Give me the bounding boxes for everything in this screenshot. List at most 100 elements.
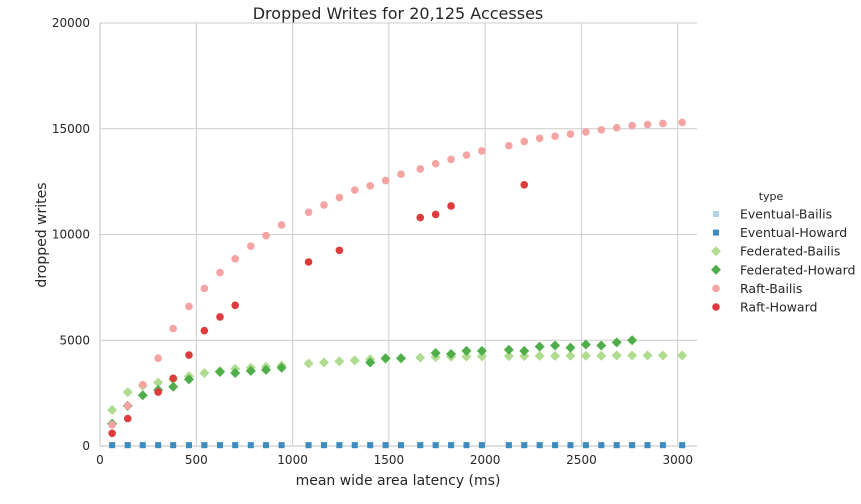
x-tick-labels: 0 500 1000 1500 2000 2500 3000 (96, 453, 693, 467)
y-tick-label: 15000 (52, 122, 90, 136)
data-point (566, 130, 575, 138)
data-point (335, 246, 344, 255)
data-point (231, 301, 239, 310)
data-point (643, 120, 652, 129)
data-point (461, 351, 472, 362)
data-point (503, 351, 514, 362)
data-point (552, 442, 559, 449)
data-point (580, 350, 591, 361)
data-point (320, 201, 328, 209)
data-point (199, 368, 210, 379)
legend-label-raft-howard: Raft-Howard (740, 300, 817, 315)
data-point (611, 350, 622, 361)
data-point (505, 442, 512, 449)
data-point (447, 202, 455, 210)
legend-label-federated-howard: Federated-Howard (740, 262, 855, 277)
data-point (382, 442, 389, 449)
data-point (596, 340, 607, 351)
legend-marker-raft-bailis (712, 284, 720, 293)
data-point (169, 374, 177, 383)
data-point (124, 442, 131, 449)
data-point (154, 388, 162, 396)
data-point (550, 340, 561, 351)
data-point (246, 242, 255, 250)
grid-lines (99, 22, 697, 447)
data-point (446, 348, 457, 359)
data-point (611, 337, 622, 348)
legend-marker-federated-howard (711, 264, 721, 275)
y-tick-labels: 0 5000 10000 15000 20000 (52, 16, 90, 453)
data-point (336, 442, 343, 449)
data-point (200, 284, 209, 293)
x-tick-label: 1000 (277, 453, 308, 467)
data-point (263, 442, 270, 449)
series-eventual-howard (109, 442, 686, 449)
legend-label-eventual-bailis: Eventual-Bailis (740, 207, 832, 222)
data-point (659, 442, 666, 449)
data-point (535, 134, 544, 143)
x-tick-label: 2000 (470, 453, 501, 467)
data-point (380, 353, 391, 364)
data-point (580, 339, 591, 350)
data-point (277, 221, 286, 229)
data-point (431, 159, 440, 168)
data-point (503, 344, 514, 355)
data-point (350, 186, 359, 194)
data-point (398, 442, 405, 449)
data-point (657, 350, 668, 361)
data-point (109, 442, 116, 449)
data-point (230, 368, 241, 379)
data-point (231, 255, 239, 263)
data-point (629, 442, 636, 449)
legend-marker-raft-howard (712, 303, 720, 311)
data-point (642, 350, 653, 361)
data-point (216, 313, 224, 321)
data-point (462, 151, 471, 159)
data-point (430, 347, 441, 358)
data-points (107, 118, 688, 449)
legend-marker-eventual-bailis (713, 211, 719, 217)
data-point (550, 350, 561, 361)
data-point (659, 119, 667, 128)
y-tick-label: 10000 (52, 228, 90, 242)
data-point (367, 442, 374, 449)
data-point (185, 442, 192, 449)
data-point (216, 268, 224, 277)
data-point (123, 402, 132, 410)
data-point (628, 121, 636, 130)
y-tick-label: 0 (82, 439, 90, 453)
legend-label-raft-bailis: Raft-Bailis (740, 281, 802, 296)
data-point (432, 442, 439, 449)
x-tick-label: 2500 (566, 453, 597, 467)
x-tick-label: 1500 (374, 453, 405, 467)
data-point (247, 442, 254, 449)
data-point (520, 180, 529, 189)
data-point (138, 380, 147, 389)
data-point (304, 208, 313, 217)
data-point (261, 364, 272, 375)
data-point (476, 345, 487, 356)
x-tick-label: 0 (96, 453, 104, 467)
data-point (108, 429, 116, 438)
data-point (534, 341, 545, 352)
series-federated-bailis (107, 350, 688, 416)
data-point (200, 326, 209, 335)
data-point (278, 442, 285, 449)
data-point (168, 381, 179, 392)
data-point (276, 362, 287, 373)
legend-title: type (759, 190, 784, 203)
data-point (597, 126, 606, 134)
data-point (519, 351, 530, 362)
y-tick-label: 5000 (59, 333, 90, 347)
data-point (154, 354, 162, 363)
data-point (201, 442, 208, 449)
series-raft-bailis (108, 118, 686, 429)
data-point (463, 442, 470, 449)
data-point (478, 442, 485, 449)
data-point (551, 132, 559, 140)
data-point (185, 351, 193, 359)
data-point (478, 147, 486, 155)
data-point (567, 442, 574, 449)
data-point (565, 350, 576, 361)
